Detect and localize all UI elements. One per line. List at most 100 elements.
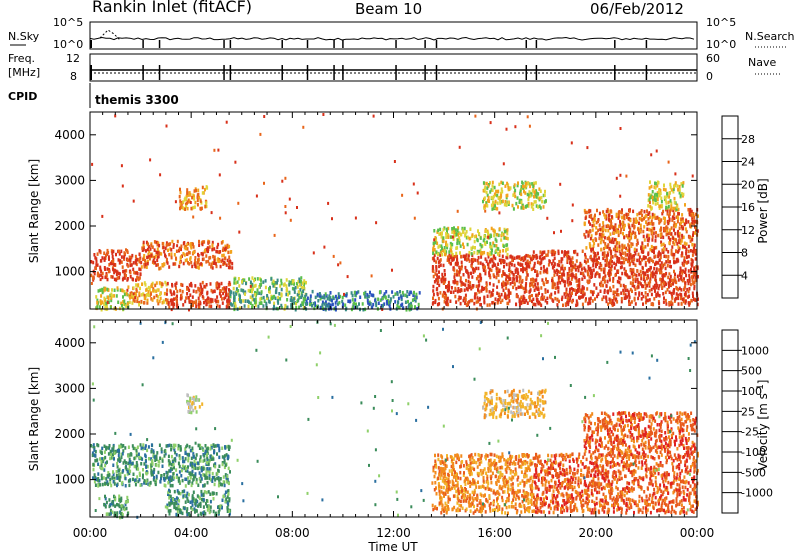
echo-cell-0 (92, 462, 95, 467)
echo-cell-1 (226, 245, 229, 250)
echo-cell-13 (675, 207, 678, 211)
echo-cell-6 (272, 279, 275, 284)
echo-cell-10 (558, 259, 561, 264)
echo-cell-0 (115, 473, 118, 478)
echo-cell-8 (475, 284, 478, 289)
echo-cell-8 (495, 275, 498, 280)
echo-cell-10 (689, 282, 692, 287)
echo-cell-10 (599, 283, 602, 288)
echo-cell-1 (221, 253, 224, 258)
echo-cell-6 (247, 288, 250, 293)
echo-cell-0 (228, 481, 230, 486)
echo-cell-11 (603, 213, 606, 217)
echo-cell-11 (649, 247, 652, 252)
echo-cell-10 (691, 278, 694, 282)
echo-cell-13 (682, 192, 685, 197)
echo-cell-11 (629, 218, 632, 223)
echo-cell-0 (171, 467, 173, 471)
echo-cell-8 (441, 272, 444, 277)
echo-cell-3 (147, 285, 150, 290)
echo-cell-0 (155, 463, 158, 467)
echo-cell-8 (485, 283, 488, 287)
echo-cell-10 (583, 266, 586, 270)
echo-cell-10 (567, 283, 570, 287)
echo-cell-10 (641, 265, 644, 270)
echo-cell-7 (332, 296, 335, 301)
echo-cell-10 (601, 297, 604, 302)
echo-cell-8 (459, 296, 462, 300)
echo-cell-8 (446, 300, 448, 304)
echo-cell-10 (569, 258, 572, 262)
echo-cell-0 (193, 459, 196, 464)
echo-cell-8 (443, 269, 446, 273)
echo-cell-0 (184, 484, 187, 488)
echo-cell-9 (440, 250, 443, 255)
echo-cell-6 (251, 276, 254, 280)
echo-cell-8 (497, 298, 500, 302)
echo-cell-10 (566, 277, 569, 282)
echo-cell-0 (99, 265, 102, 270)
echo-cell-0 (112, 480, 115, 484)
echo-cell-0 (105, 477, 108, 481)
echo-cell-5 (205, 201, 208, 205)
echo-cell-8 (501, 298, 504, 303)
echo-cell-11 (685, 242, 688, 246)
echo-cell-6 (253, 278, 256, 283)
echo-cell-11 (636, 212, 639, 217)
echo-cell-0 (198, 446, 201, 450)
echo-cell-8 (466, 287, 469, 292)
echo-cell-7 (331, 302, 334, 307)
echo-cell-13 (663, 195, 666, 200)
echo-cell-10 (613, 302, 616, 306)
echo-cell-10 (627, 290, 630, 294)
echo-cell-6 (270, 277, 273, 281)
echo-cell-8 (508, 289, 510, 293)
echo-cell-8 (435, 278, 438, 282)
echo-cell-9 (501, 232, 504, 236)
echo-cell-8 (508, 268, 511, 272)
echo-cell-10 (602, 283, 604, 288)
echo-cell-5 (199, 199, 202, 203)
power-colorbar-label: Power [dB] (756, 178, 770, 243)
echo-cell-11 (649, 221, 652, 226)
echo-cell-7 (417, 302, 420, 307)
echo-cell-4 (171, 282, 173, 287)
echo-cell-13 (657, 181, 660, 185)
echo-cell-4 (188, 283, 191, 287)
colorbar-tick-label-4: 20 (741, 178, 755, 191)
echo-cell-0 (184, 447, 187, 451)
echo-cell-10 (689, 249, 692, 253)
echo-cell-2 (109, 305, 112, 309)
echo-cell-10 (683, 292, 686, 297)
echo-cell-10 (547, 249, 550, 254)
echo-cell-10 (653, 272, 656, 276)
echo-cell-3 (156, 288, 159, 292)
echo-cell-4 (168, 305, 171, 309)
echo-cell-8 (511, 280, 514, 284)
echo-cell-5 (197, 188, 200, 193)
echo-cell-0 (192, 478, 195, 482)
echo-cell-10 (659, 277, 662, 282)
echo-cell-8 (496, 270, 499, 275)
echo-cell-0 (141, 457, 144, 461)
echo-cell-12 (536, 191, 538, 196)
echo-cell-8 (513, 263, 516, 268)
echo-speckle (560, 229, 562, 233)
echo-cell-13 (673, 196, 676, 201)
echo-cell-8 (487, 265, 490, 270)
echo-cell-0 (131, 253, 134, 258)
echo-cell-0 (170, 447, 173, 452)
echo-cell-0 (135, 450, 138, 455)
echo-cell-0 (124, 484, 127, 488)
echo-cell-1 (186, 247, 189, 251)
echo-cell-0 (130, 263, 133, 267)
echo-cell-12 (524, 204, 527, 209)
echo-cell-8 (447, 255, 449, 260)
echo-cell-2 (107, 296, 110, 301)
echo-cell-10 (594, 297, 596, 301)
echo-cell-10 (539, 250, 542, 254)
echo-cell-10 (581, 271, 584, 276)
echo-cell-7 (306, 296, 309, 300)
echo-cell-4 (213, 289, 216, 293)
echo-cell-8 (508, 273, 511, 277)
